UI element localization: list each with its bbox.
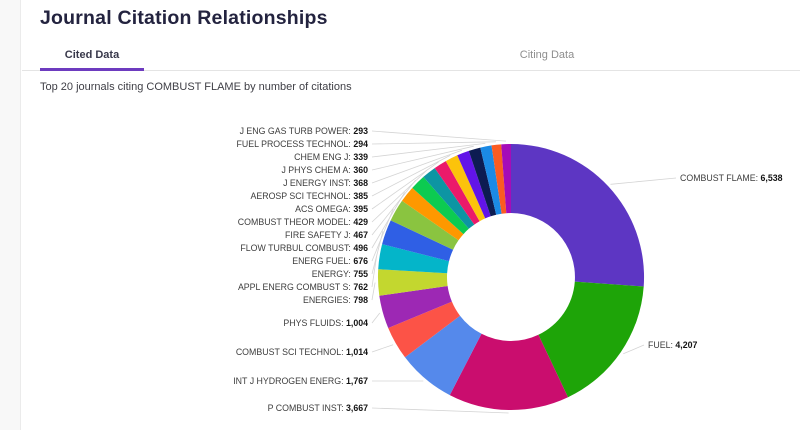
leader-line-j-eng-gas-turb-power — [371, 130, 507, 142]
pie-slice-flow-turbul-combust[interactable] — [402, 187, 464, 241]
slice-label-aerosp-sci-technol: AEROSP SCI TECHNOL: 385 — [250, 191, 368, 201]
pie-slice-acs-omega[interactable] — [434, 161, 480, 225]
slice-label-j-eng-gas-turb-power: J ENG GAS TURB POWER: 293 — [240, 126, 369, 136]
leader-line-acs-omega — [371, 161, 439, 210]
slice-label-phys-fluids: PHYS FLUIDS: 1,004 — [283, 318, 368, 328]
leader-line-combust-theor-model — [371, 169, 428, 223]
leader-line-energies — [371, 282, 376, 301]
pie-slice-combust-flame[interactable] — [511, 144, 645, 287]
chart-subtitle: Top 20 journals citing COMBUST FLAME by … — [40, 81, 352, 93]
donut-chart-svg: COMBUST FLAME: 6,538 FUEL: 4,207 P COMBUST… — [233, 126, 783, 414]
pie-slice-fuel[interactable] — [538, 281, 644, 398]
leader-line-aerosp-sci-technol — [371, 155, 451, 197]
donut-chart: COMBUST FLAME: 6,538 FUEL: 4,207 P COMBUST… — [0, 120, 800, 430]
slice-label-fuel-process-technol: FUEL PROCESS TECHNOL: 294 — [236, 139, 368, 149]
leader-line-flow-turbul-combust — [371, 192, 405, 249]
left-edge-panel — [0, 0, 21, 430]
leader-line-appl-energ-combust-s — [371, 256, 377, 288]
pie-slice-fire-safety-j[interactable] — [412, 176, 469, 235]
leader-line-phys-fluids — [371, 312, 381, 324]
pie-slice-energy[interactable] — [382, 220, 454, 262]
leader-line-j-energy-inst — [371, 149, 463, 184]
leader-line-combust-flame — [610, 177, 677, 185]
tab-bar: Cited Data Citing Data — [22, 44, 800, 71]
pie-slice-combust-theor-model[interactable] — [423, 168, 475, 229]
pie-slice-j-phys-chem-a[interactable] — [468, 147, 497, 217]
slice-label-flow-turbul-combust: FLOW TURBUL COMBUST: 496 — [240, 243, 368, 253]
pie-slice-chem-eng-j[interactable] — [480, 145, 502, 215]
pie-slice-p-combust-inst[interactable] — [449, 333, 568, 411]
pie-slice-phys-fluids[interactable] — [379, 286, 452, 328]
pie-slice-combust-sci-technol[interactable] — [388, 301, 460, 358]
leader-line-chem-eng-j — [371, 143, 486, 158]
leader-line-fuel — [623, 344, 645, 355]
main-content: Journal Citation Relationships Cited Dat… — [22, 0, 800, 430]
slice-label-chem-eng-j: CHEM ENG J: 339 — [294, 152, 368, 162]
slice-label-energ-fuel: ENERG FUEL: 676 — [292, 256, 368, 266]
slice-label-int-j-hydrogen-energ: INT J HYDROGEN ENERG: 1,767 — [233, 376, 368, 386]
pie-slice-int-j-hydrogen-energ[interactable] — [405, 315, 482, 396]
leader-line-p-combust-inst — [371, 407, 509, 414]
pie-slice-appl-energ-combust-s[interactable] — [378, 244, 449, 274]
page-title: Journal Citation Relationships — [40, 7, 328, 29]
slice-label-appl-energ-combust-s: APPL ENERG COMBUST S: 762 — [238, 282, 368, 292]
leader-line-j-phys-chem-a — [371, 145, 474, 171]
pie-slice-j-energy-inst[interactable] — [457, 150, 491, 219]
slice-label-j-phys-chem-a: J PHYS CHEM A: 360 — [281, 165, 368, 175]
pie-slice-energ-fuel[interactable] — [390, 200, 459, 250]
slice-label-p-combust-inst: P COMBUST INST: 3,667 — [268, 403, 368, 413]
pie-slice-fuel-process-technol[interactable] — [491, 144, 507, 214]
slice-label-j-energy-inst: J ENERGY INST: 368 — [283, 178, 368, 188]
tab-citing-data[interactable]: Citing Data — [519, 49, 575, 61]
pie-slice-aerosp-sci-technol[interactable] — [445, 155, 486, 222]
slice-label-fuel: FUEL: 4,207 — [648, 340, 697, 350]
leader-line-combust-sci-technol — [371, 344, 394, 353]
slice-label-energy: ENERGY: 755 — [312, 269, 368, 279]
slice-label-combust-theor-model: COMBUST THEOR MODEL: 429 — [238, 217, 368, 227]
leader-line-fuel-process-technol — [371, 141, 497, 145]
pie-slice-energies[interactable] — [377, 269, 448, 296]
slice-label-combust-flame: COMBUST FLAME: 6,538 — [680, 173, 783, 183]
leader-line-fire-safety-j — [371, 179, 416, 236]
pie-slice-j-eng-gas-turb-power[interactable] — [501, 144, 511, 214]
slice-label-fire-safety-j: FIRE SAFETY J: 467 — [285, 230, 368, 240]
tab-cited-data[interactable]: Cited Data — [40, 44, 144, 71]
slice-label-acs-omega: ACS OMEGA: 395 — [295, 204, 368, 214]
slice-label-energies: ENERGIES: 798 — [303, 295, 368, 305]
slice-label-combust-sci-technol: COMBUST SCI TECHNOL: 1,014 — [236, 347, 368, 357]
